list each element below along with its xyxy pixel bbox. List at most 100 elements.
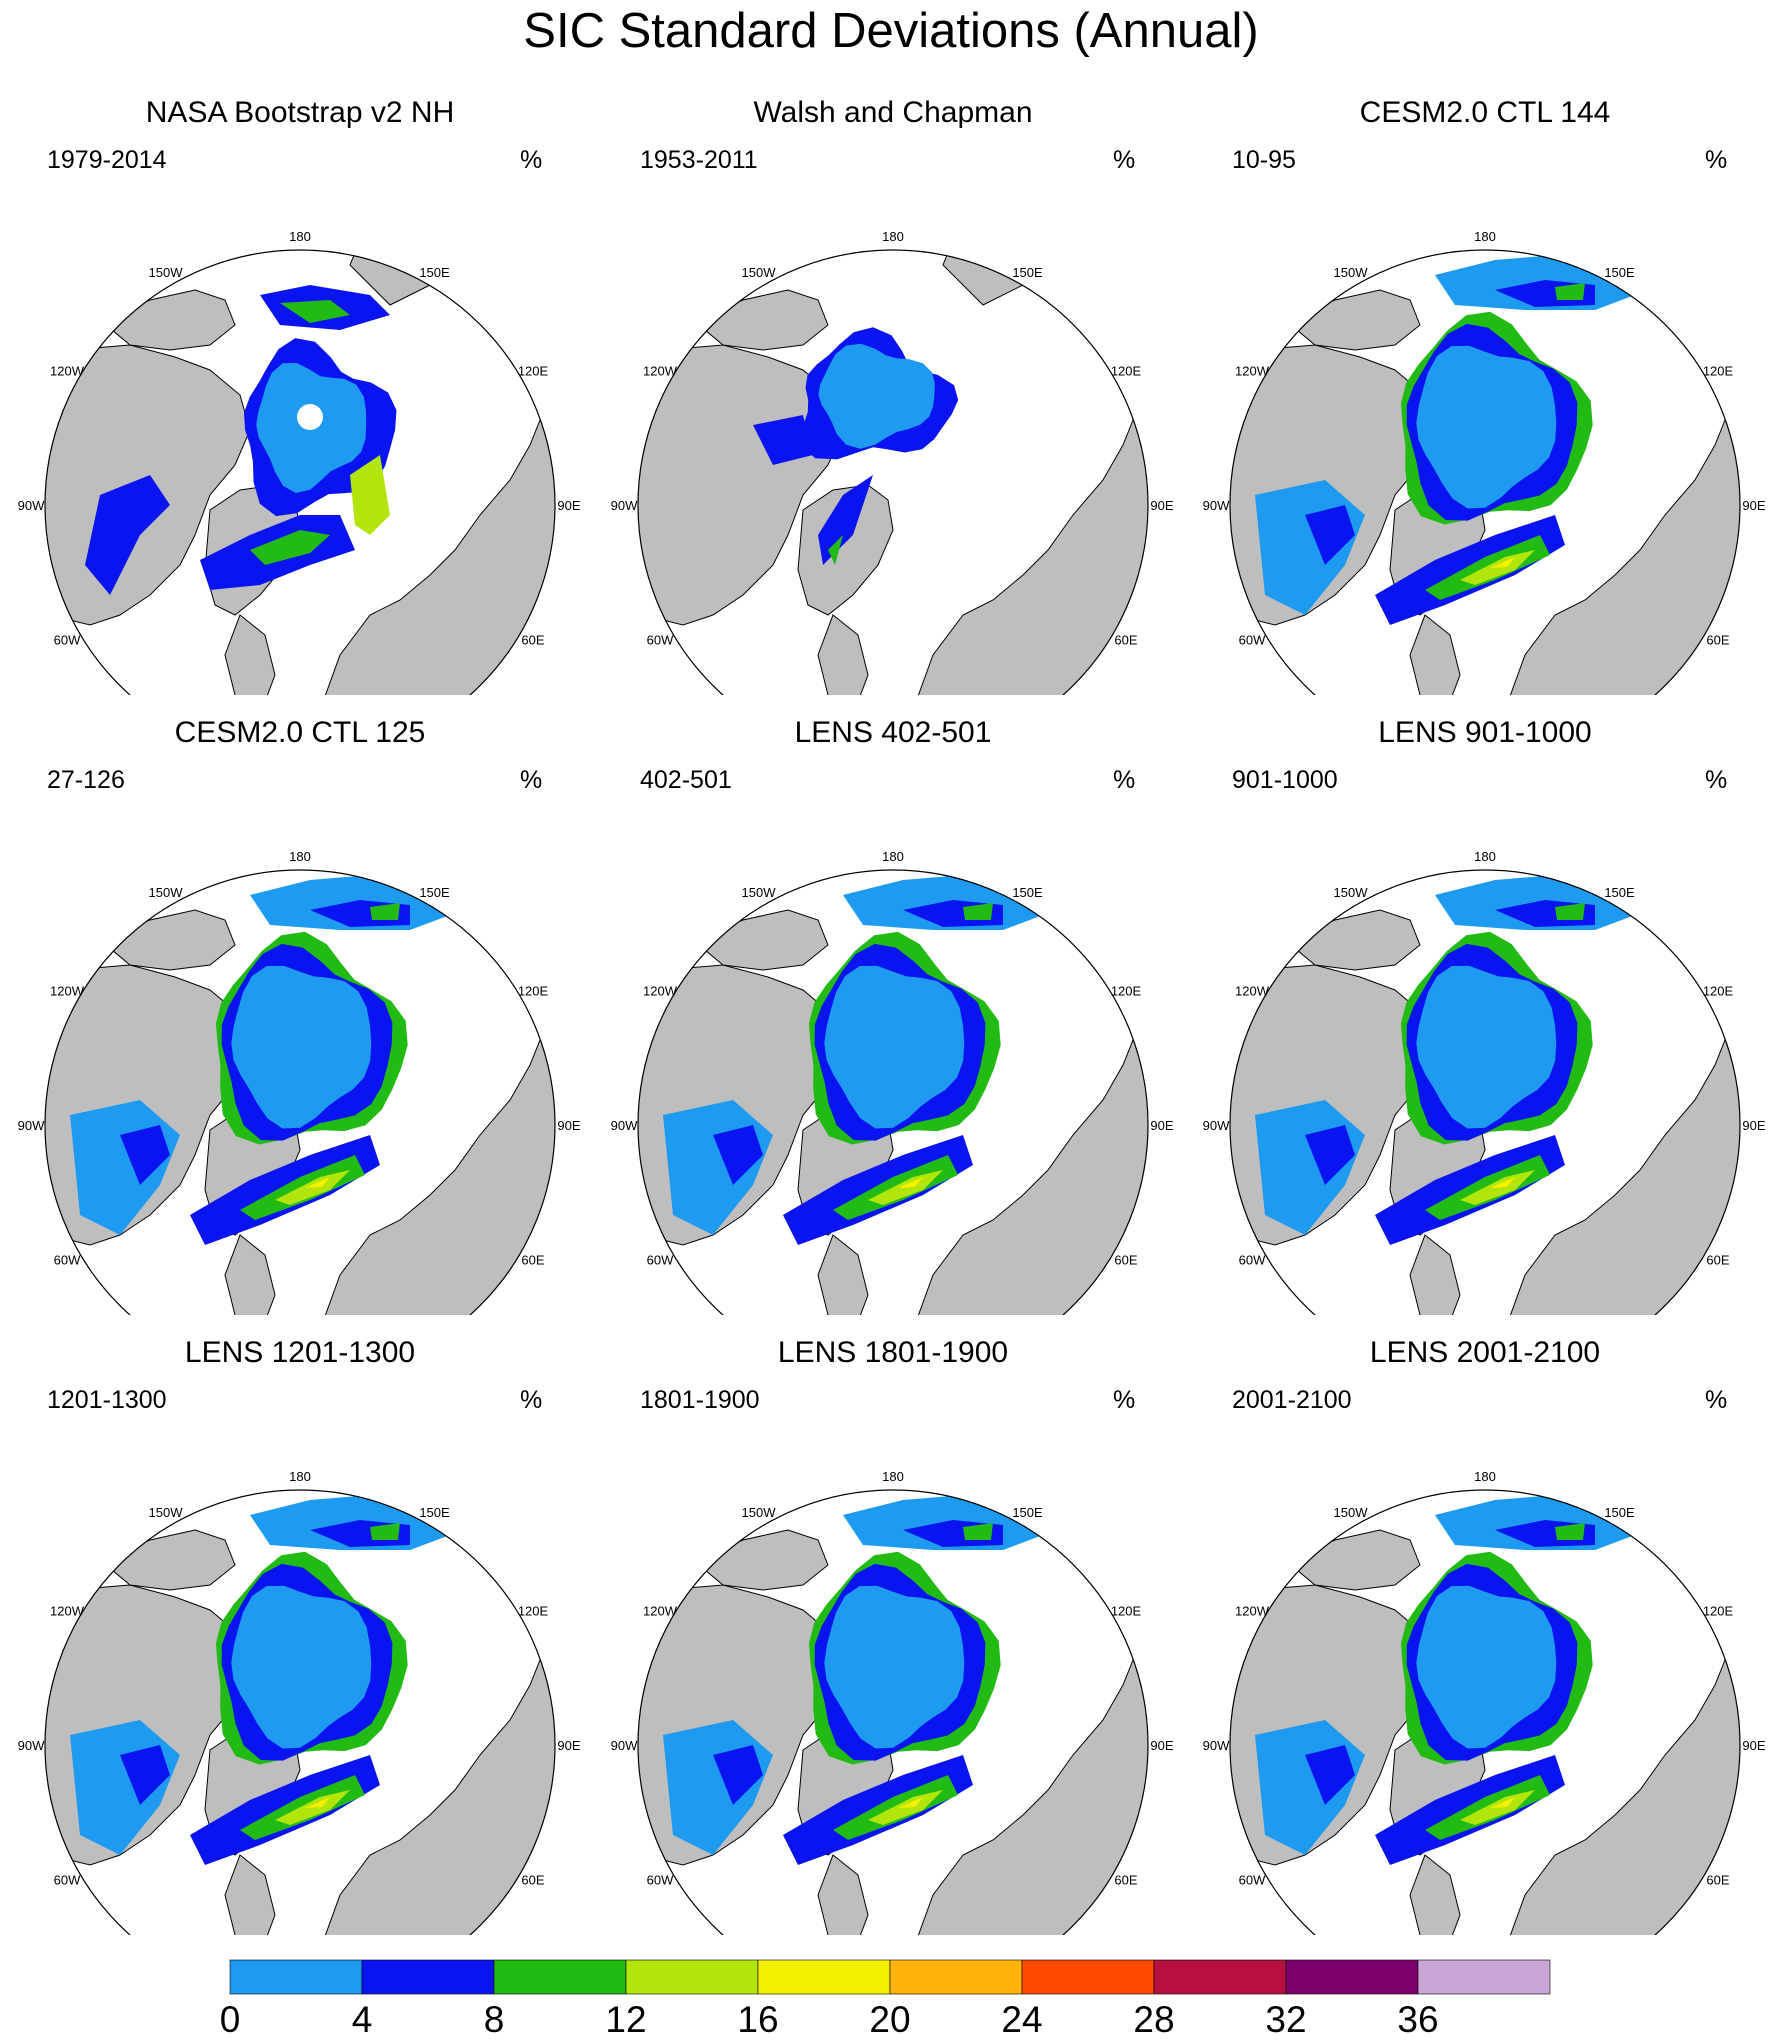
panel-period: 901-1000: [1232, 766, 1338, 794]
alaska-land: [1284, 289, 1421, 351]
colorbar-swatch: [625, 1959, 759, 1995]
europe-land: [817, 614, 869, 695]
colorbar-swatch: [361, 1959, 495, 1995]
panel-period: 1201-1300: [47, 1386, 167, 1414]
longitude-label: 150W: [742, 885, 777, 900]
polar-map: 180150E120E90E60E30E030W60W90W120W150W: [611, 1469, 1174, 1935]
longitude-label: 90W: [1203, 498, 1230, 513]
panel-unit: %: [1113, 146, 1136, 174]
panel-title: LENS 402-501: [794, 716, 992, 749]
colorbar-label: 36: [1397, 1999, 1438, 2040]
panel-title: NASA Bootstrap v2 NH: [145, 96, 455, 129]
panel-title: LENS 1201-1300: [184, 1336, 416, 1369]
map-panel: 180150E120E90E60E30E030W60W90W120W150WNA…: [10, 95, 590, 695]
europe-land: [224, 1854, 276, 1935]
sic-region-8-12: [370, 903, 400, 920]
longitude-label: 150E: [1604, 1505, 1635, 1520]
sic-region-8-12: [370, 1523, 400, 1540]
longitude-label: 180: [882, 1469, 904, 1484]
longitude-label: 60W: [54, 633, 81, 648]
colorbar-swatch: [1417, 1959, 1551, 1995]
longitude-label: 150E: [1012, 265, 1043, 280]
polar-map: 180150E120E90E60E30E030W60W90W120W150W: [1203, 849, 1766, 1315]
panel-unit: %: [1705, 1386, 1728, 1414]
colorbar-swatch: [229, 1959, 363, 1995]
longitude-label: 60E: [1114, 1873, 1137, 1888]
longitude-label: 60W: [647, 633, 674, 648]
longitude-label: 90E: [557, 1738, 580, 1753]
colorbar-label: 20: [869, 1999, 910, 2040]
panel-period: 1979-2014: [47, 146, 167, 174]
sic-region-16-20: [898, 1177, 923, 1188]
longitude-label: 120E: [518, 364, 549, 379]
map-panel: 180150E120E90E60E30E030W60W90W120W150WCE…: [1195, 95, 1775, 695]
longitude-label: 150E: [1012, 885, 1043, 900]
sic-region-4-8: [713, 1125, 763, 1185]
longitude-label: 120W: [1235, 1604, 1270, 1619]
sic-region-8-12: [1555, 1523, 1585, 1540]
pole-hole: [297, 404, 323, 430]
alaska-land: [99, 289, 236, 351]
longitude-label: 120W: [643, 364, 678, 379]
longitude-label: 150E: [419, 265, 450, 280]
longitude-label: 60W: [647, 1253, 674, 1268]
longitude-label: 60W: [1239, 1253, 1266, 1268]
map-boundary: [44, 249, 556, 695]
longitude-label: 60E: [1114, 1253, 1137, 1268]
longitude-label: 150W: [1334, 885, 1369, 900]
longitude-label: 150E: [1604, 265, 1635, 280]
longitude-label: 60E: [1706, 633, 1729, 648]
longitude-label: 120W: [643, 1604, 678, 1619]
longitude-label: 120W: [1235, 364, 1270, 379]
sic-region-16-20: [898, 1797, 923, 1808]
alaska-land: [692, 1529, 829, 1591]
longitude-label: 180: [289, 229, 311, 244]
siberia-land: [942, 250, 1148, 306]
colorbar-label: 8: [484, 1999, 505, 2040]
europe-land: [817, 1854, 869, 1935]
longitude-label: 180: [289, 1469, 311, 1484]
panel-unit: %: [1113, 766, 1136, 794]
longitude-label: 150W: [742, 265, 777, 280]
sic-region-4-8: [1305, 1745, 1355, 1805]
longitude-label: 120W: [50, 364, 85, 379]
sic-region-8-12: [963, 903, 993, 920]
map-panel: 180150E120E90E60E30E030W60W90W120W150W LE…: [603, 715, 1183, 1315]
europe-land: [1409, 1854, 1461, 1935]
colorbar-swatch: [1285, 1959, 1419, 1995]
europe-land: [224, 614, 276, 695]
longitude-label: 180: [1474, 229, 1496, 244]
sic-region-0-4: [1416, 345, 1557, 509]
sic-region-16-20: [305, 1177, 330, 1188]
longitude-label: 120E: [1703, 984, 1734, 999]
longitude-label: 60W: [1239, 633, 1266, 648]
longitude-label: 180: [882, 229, 904, 244]
polar-map: 180150E120E90E60E30E030W60W90W120W150W: [611, 849, 1174, 1315]
panel-title: CESM2.0 CTL 125: [174, 716, 426, 749]
longitude-label: 60E: [1114, 633, 1137, 648]
colorbar-swatch: [1021, 1959, 1155, 1995]
sic-region-16-20: [1490, 557, 1515, 568]
longitude-label: 60E: [1706, 1873, 1729, 1888]
longitude-label: 120E: [1703, 1604, 1734, 1619]
sic-region-8-12: [963, 1523, 993, 1540]
longitude-label: 180: [1474, 849, 1496, 864]
panel-period: 1953-2011: [640, 146, 758, 174]
sic-region-4-8: [1305, 1125, 1355, 1185]
map-panel: 180150E120E90E60E30E030W60W90W120W150WLE…: [1195, 715, 1775, 1315]
longitude-label: 90W: [1203, 1738, 1230, 1753]
panel-period: 2001-2100: [1232, 1386, 1352, 1414]
map-boundary: [637, 869, 1149, 1315]
alaska-land: [1284, 909, 1421, 971]
map-panel: 180150E120E90E60E30E030W60W90W120W150WWa…: [603, 95, 1183, 695]
sic-region-0-4: [231, 965, 372, 1129]
longitude-label: 150W: [1334, 1505, 1369, 1520]
panel-title: LENS 2001-2100: [1369, 1336, 1601, 1369]
longitude-label: 150E: [1604, 885, 1635, 900]
map-panel: 180150E120E90E60E30E030W60W90W120W150WLE…: [603, 1335, 1183, 1935]
sic-region-0-4: [824, 965, 965, 1129]
panel-unit: %: [520, 766, 543, 794]
longitude-label: 150E: [419, 885, 450, 900]
map-boundary: [637, 249, 1149, 695]
longitude-label: 120W: [50, 984, 85, 999]
